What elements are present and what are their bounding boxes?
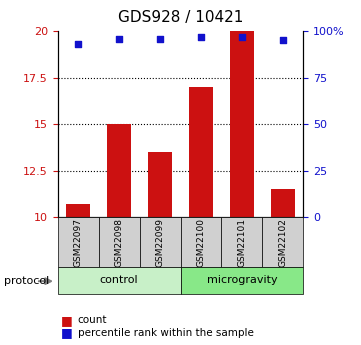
Text: count: count (78, 315, 107, 325)
Text: ■: ■ (61, 314, 73, 327)
Bar (180, 217, 221, 267)
Text: GSM22099: GSM22099 (156, 218, 165, 267)
Bar (262, 217, 303, 267)
Bar (140, 217, 180, 267)
Text: GSM22098: GSM22098 (115, 218, 123, 267)
Bar (66, 204, 91, 217)
Point (280, 38, 286, 43)
Bar (230, 31, 254, 217)
Text: GSM22101: GSM22101 (238, 218, 246, 267)
Text: ■: ■ (61, 326, 73, 339)
Text: GSM22097: GSM22097 (74, 218, 83, 267)
Bar (148, 152, 172, 217)
Point (75, 41, 81, 47)
Bar (180, 267, 303, 294)
Text: percentile rank within the sample: percentile rank within the sample (78, 328, 253, 338)
Bar (221, 217, 262, 267)
Text: protocol: protocol (4, 276, 49, 286)
Point (157, 36, 163, 41)
Point (239, 34, 245, 39)
Text: control: control (100, 276, 138, 285)
Bar (58, 217, 99, 267)
Point (198, 34, 204, 39)
Bar (107, 124, 131, 217)
Text: GSM22100: GSM22100 (196, 218, 205, 267)
Text: GDS928 / 10421: GDS928 / 10421 (118, 10, 243, 25)
Bar (189, 87, 213, 217)
Bar (270, 189, 295, 217)
Bar (58, 267, 180, 294)
Bar (99, 217, 140, 267)
Text: GSM22102: GSM22102 (278, 218, 287, 267)
Point (116, 36, 122, 41)
Text: microgravity: microgravity (206, 276, 277, 285)
